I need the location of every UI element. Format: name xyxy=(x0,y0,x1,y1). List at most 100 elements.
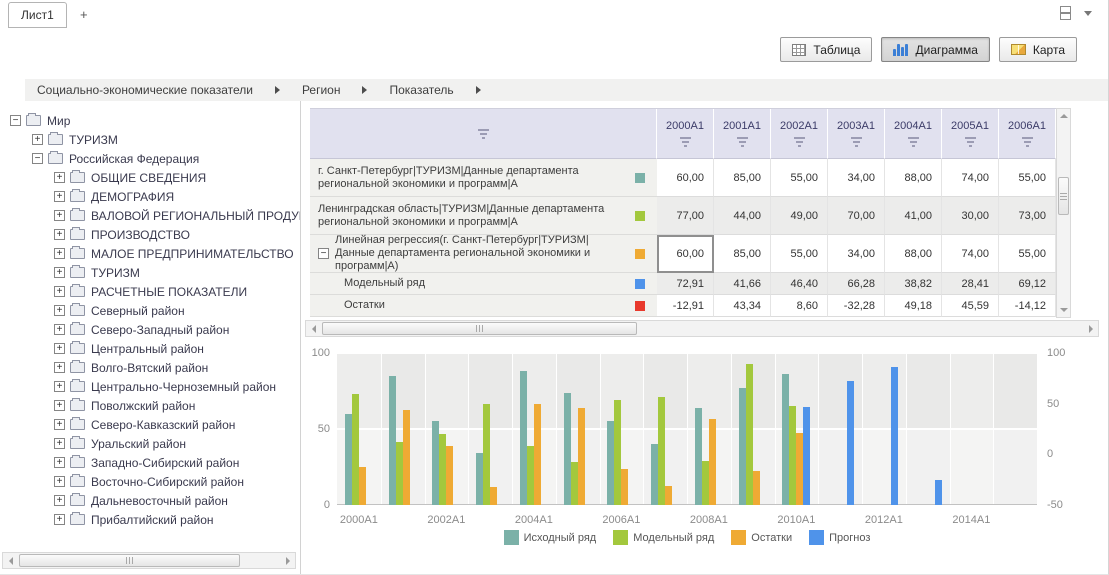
tree-item[interactable]: + Северо-Западный район xyxy=(0,320,298,339)
funnel-icon[interactable] xyxy=(907,137,919,147)
tree-item[interactable]: + Западно-Сибирский район xyxy=(0,453,298,472)
bar-остатки[interactable] xyxy=(533,404,541,505)
column-header[interactable]: 2000A1 xyxy=(657,109,714,159)
tree-item[interactable]: + Северо-Кавказский район xyxy=(0,415,298,434)
tree-item[interactable]: + Центрально-Черноземный район xyxy=(0,377,298,396)
grid-cell[interactable]: 77,00 xyxy=(657,197,714,235)
bar-остатки[interactable] xyxy=(358,467,366,505)
column-header[interactable]: 2004A1 xyxy=(885,109,942,159)
grid-cell[interactable]: 74,00 xyxy=(942,235,999,273)
bar-модельный-ряд[interactable] xyxy=(570,461,578,505)
grid-scrollbar-thumb[interactable] xyxy=(322,322,637,335)
grid-cell[interactable]: -14,12 xyxy=(999,295,1056,317)
scroll-down-icon[interactable] xyxy=(1057,303,1070,317)
scroll-right-icon[interactable] xyxy=(280,553,295,568)
plus-box-icon[interactable]: + xyxy=(54,286,65,297)
bar-прогноз[interactable] xyxy=(847,381,855,505)
grid-cell[interactable]: -32,28 xyxy=(828,295,885,317)
row-header[interactable]: Модельный ряд xyxy=(310,273,635,295)
bar-исходный-ряд[interactable] xyxy=(782,374,790,505)
grid-corner-header[interactable] xyxy=(310,109,657,159)
plus-box-icon[interactable]: + xyxy=(54,476,65,487)
grid-horizontal-scrollbar[interactable] xyxy=(305,320,1099,337)
minus-box-icon[interactable]: − xyxy=(32,153,43,164)
tree-item[interactable]: − Российская Федерация xyxy=(0,149,298,168)
grid-cell[interactable]: -12,91 xyxy=(657,295,714,317)
plus-box-icon[interactable]: + xyxy=(54,362,65,373)
plus-box-icon[interactable]: + xyxy=(54,229,65,240)
scroll-up-icon[interactable] xyxy=(1057,109,1070,123)
bar-исходный-ряд[interactable] xyxy=(519,371,527,505)
column-header[interactable]: 2006A1 xyxy=(999,109,1056,159)
tree-item[interactable]: − Мир xyxy=(0,111,298,130)
column-header[interactable]: 2002A1 xyxy=(771,109,828,159)
bar-остатки[interactable] xyxy=(577,408,585,505)
tree-item[interactable]: + ПРОИЗВОДСТВО xyxy=(0,225,298,244)
bar-остатки[interactable] xyxy=(796,433,804,505)
tree-item[interactable]: + Дальневосточный район xyxy=(0,491,298,510)
tree-horizontal-scrollbar[interactable] xyxy=(2,552,296,569)
tree-item[interactable]: + МАЛОЕ ПРЕДПРИНИМАТЕЛЬСТВО xyxy=(0,244,298,263)
bar-модельный-ряд[interactable] xyxy=(658,397,666,505)
breadcrumb-item[interactable]: Социально-экономические показатели xyxy=(37,83,253,97)
bar-исходный-ряд[interactable] xyxy=(563,392,571,505)
grid-cell[interactable]: 38,82 xyxy=(885,273,942,295)
funnel-icon[interactable] xyxy=(793,137,805,147)
grid-cell[interactable]: 45,59 xyxy=(942,295,999,317)
grid-cell[interactable]: 70,00 xyxy=(828,197,885,235)
bar-остатки[interactable] xyxy=(665,485,673,505)
grid-cell[interactable]: 55,00 xyxy=(999,159,1056,197)
minus-box-icon[interactable]: − xyxy=(318,248,329,259)
bar-модельный-ряд[interactable] xyxy=(351,394,359,505)
tree-item[interactable]: + Уральский район xyxy=(0,434,298,453)
legend-item[interactable]: Прогноз xyxy=(809,530,870,545)
tree-item[interactable]: + ОБЩИЕ СВЕДЕНИЯ xyxy=(0,168,298,187)
bar-остатки[interactable] xyxy=(490,487,498,505)
bar-исходный-ряд[interactable] xyxy=(694,407,702,505)
grid-cell[interactable]: 69,12 xyxy=(999,273,1056,295)
tree-item[interactable]: + Северный район xyxy=(0,301,298,320)
plus-box-icon[interactable]: + xyxy=(54,400,65,411)
breadcrumb-item[interactable]: Регион xyxy=(301,83,341,97)
scroll-left-icon[interactable] xyxy=(306,321,321,336)
grid-cell[interactable]: 72,91 xyxy=(657,273,714,295)
printer-icon[interactable] xyxy=(1058,6,1073,20)
bar-остатки[interactable] xyxy=(621,468,629,505)
bar-исходный-ряд[interactable] xyxy=(388,375,396,505)
bar-модельный-ряд[interactable] xyxy=(701,460,709,505)
grid-cell[interactable]: 34,00 xyxy=(828,159,885,197)
plus-box-icon[interactable]: + xyxy=(54,343,65,354)
tree-item[interactable]: + Поволжский район xyxy=(0,396,298,415)
tree-item[interactable]: + ДЕМОГРАФИЯ xyxy=(0,187,298,206)
row-header[interactable]: г. Санкт-Петербург|ТУРИЗМ|Данные департа… xyxy=(310,159,635,197)
tree-item[interactable]: + ТУРИЗМ xyxy=(0,130,298,149)
grid-cell[interactable]: 60,00 xyxy=(657,159,714,197)
scroll-right-icon[interactable] xyxy=(1083,321,1098,336)
grid-cell[interactable]: 34,00 xyxy=(828,235,885,273)
grid-cell[interactable]: 41,00 xyxy=(885,197,942,235)
plus-box-icon[interactable]: + xyxy=(54,381,65,392)
bar-модельный-ряд[interactable] xyxy=(526,445,534,505)
bar-прогноз[interactable] xyxy=(890,367,898,505)
bar-остатки[interactable] xyxy=(708,418,716,505)
tree-item[interactable]: + Прибалтийский район xyxy=(0,510,298,529)
grid-cell[interactable]: 49,18 xyxy=(885,295,942,317)
grid-cell[interactable]: 55,00 xyxy=(771,159,828,197)
chart-view-button[interactable]: Диаграмма xyxy=(881,37,990,62)
bar-модельный-ряд[interactable] xyxy=(483,404,491,505)
plus-box-icon[interactable]: + xyxy=(54,495,65,506)
bar-исходный-ряд[interactable] xyxy=(651,444,659,505)
minus-box-icon[interactable]: − xyxy=(10,115,21,126)
grid-vscrollbar-thumb[interactable] xyxy=(1058,177,1069,215)
tree-item[interactable]: + Волго-Вятский район xyxy=(0,358,298,377)
grid-cell[interactable]: 85,00 xyxy=(714,159,771,197)
bar-исходный-ряд[interactable] xyxy=(344,413,352,505)
plus-box-icon[interactable]: + xyxy=(54,514,65,525)
bar-модельный-ряд[interactable] xyxy=(789,406,797,505)
plus-box-icon[interactable]: + xyxy=(54,419,65,430)
column-header[interactable]: 2001A1 xyxy=(714,109,771,159)
bar-модельный-ряд[interactable] xyxy=(439,434,447,505)
grid-cell[interactable]: 74,00 xyxy=(942,159,999,197)
bar-исходный-ряд[interactable] xyxy=(476,453,484,505)
table-view-button[interactable]: Таблица xyxy=(780,37,873,62)
